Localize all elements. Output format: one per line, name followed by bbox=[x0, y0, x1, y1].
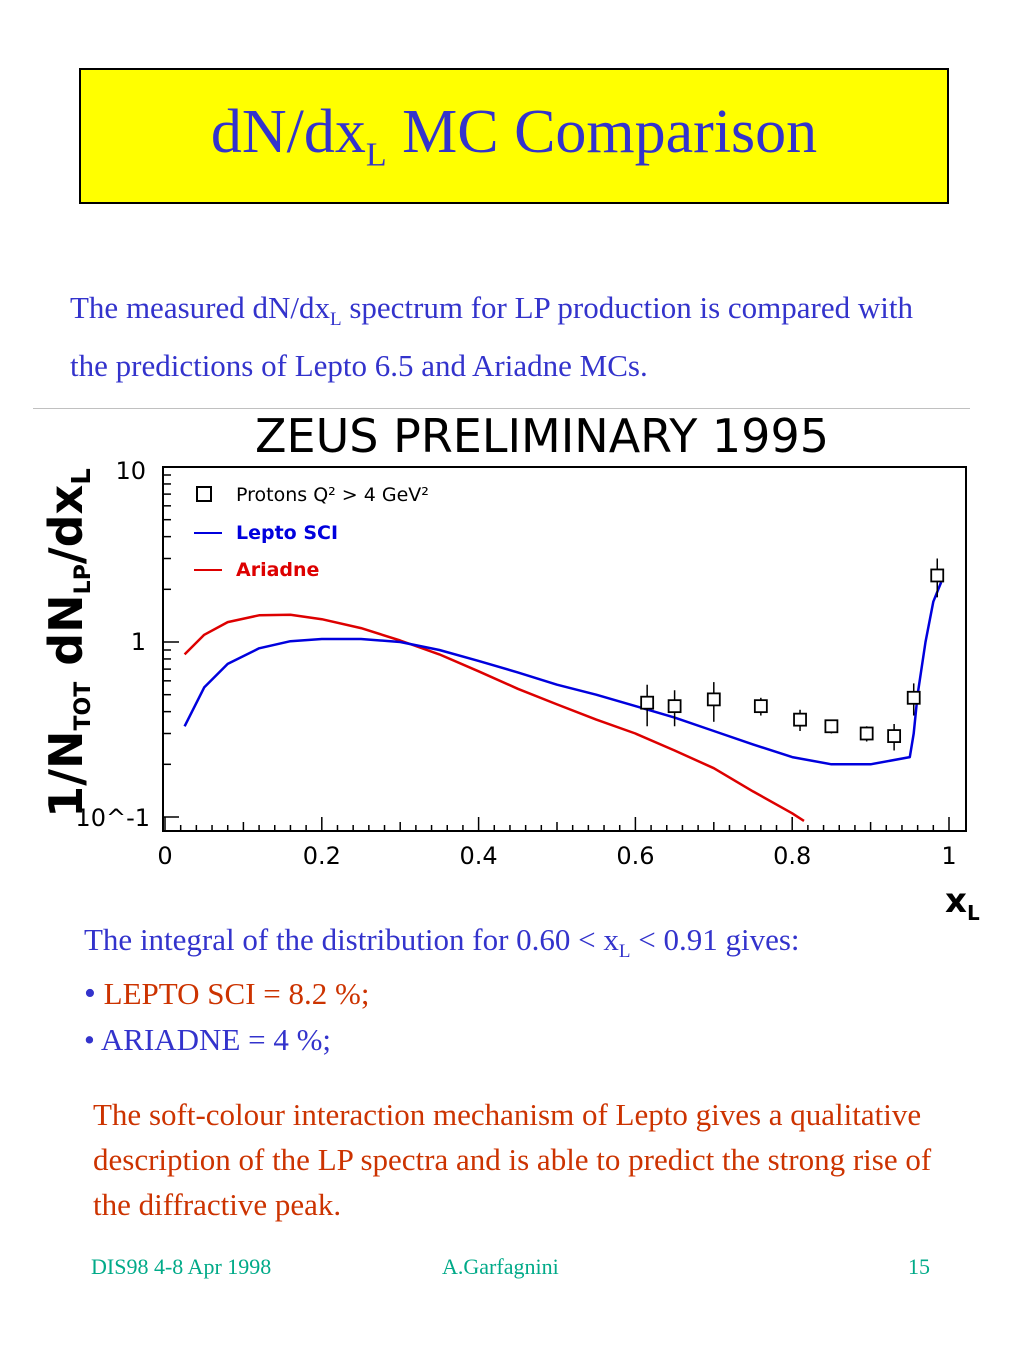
legend-label-ariadne: Ariadne bbox=[236, 559, 319, 581]
x-tick-label: 0.2 bbox=[303, 842, 341, 870]
lepto-sci-line bbox=[183, 581, 943, 766]
x-tick-label: 0.8 bbox=[773, 842, 811, 870]
y-axis-title: 1/NTOT dNLP/dxL bbox=[39, 468, 97, 818]
plot-frame bbox=[162, 466, 967, 832]
bullet-ariadne: • ARIADNE = 4 %; bbox=[84, 1022, 332, 1057]
bullet-lepto: • LEPTO SCI = 8.2 %; bbox=[84, 975, 369, 1013]
title-main: dN/dx bbox=[210, 98, 366, 167]
x-tick-labels: 0 0.2 0.4 0.6 0.8 1 bbox=[157, 842, 956, 870]
footer-author: A.Garfagnini bbox=[442, 1254, 559, 1279]
data-point bbox=[667, 699, 682, 714]
series-layer bbox=[183, 558, 945, 822]
intro-paragraph: The measured dN/dxL spectrum for LP prod… bbox=[70, 285, 950, 389]
divider-line bbox=[33, 408, 970, 409]
footer-page-number: 15 bbox=[908, 1254, 930, 1279]
x-tick-label: 0.6 bbox=[616, 842, 654, 870]
integral-part2: < 0.91 gives: bbox=[630, 922, 800, 957]
ariadne-line bbox=[183, 613, 805, 822]
data-point bbox=[859, 726, 874, 741]
y-ticks bbox=[163, 466, 179, 818]
data-point bbox=[793, 712, 807, 727]
legend-label-protons: Protons Q² > 4 GeV² bbox=[236, 484, 429, 506]
title-subscript: L bbox=[365, 136, 387, 174]
title-box: dN/dxL MC Comparison bbox=[79, 68, 949, 204]
conclusion-paragraph: The soft-colour interaction mechanism of… bbox=[93, 1097, 932, 1222]
y-tick-label-0.1: 10^-1 bbox=[75, 804, 150, 832]
data-point bbox=[753, 699, 768, 714]
title-rest: MC Comparison bbox=[386, 98, 818, 167]
zeus-chart: ZEUS PRELIMINARY 1995 1/NTOT dNLP/dxL 10… bbox=[39, 409, 980, 925]
intro-part1: The measured dN/dx bbox=[70, 290, 330, 325]
x-tick-label: 0.4 bbox=[460, 842, 498, 870]
integral-part1: The integral of the distribution for 0.6… bbox=[84, 922, 619, 957]
slide-title: dN/dxL MC Comparison bbox=[211, 97, 817, 174]
legend: Protons Q² > 4 GeV² Lepto SCI Ariadne bbox=[194, 484, 429, 581]
bullet-dot: • bbox=[84, 975, 96, 1012]
y-tick-label-1: 1 bbox=[131, 628, 146, 656]
data-point bbox=[930, 568, 945, 583]
data-point bbox=[706, 692, 721, 707]
legend-marker-protons bbox=[196, 486, 212, 502]
intro-subscript: L bbox=[329, 309, 342, 331]
y-tick-label-10: 10 bbox=[115, 457, 146, 485]
x-axis-label: xL bbox=[945, 881, 980, 925]
x-tick-label: 1 bbox=[941, 842, 956, 870]
integral-statement: The integral of the distribution for 0.6… bbox=[84, 922, 800, 963]
legend-label-lepto: Lepto SCI bbox=[236, 522, 338, 544]
data-point bbox=[640, 695, 655, 710]
data-point bbox=[824, 719, 839, 734]
intro-part2: spectrum for LP production is compared w… bbox=[70, 290, 913, 384]
data-point bbox=[906, 690, 921, 705]
x-ticks bbox=[164, 817, 950, 831]
data-point bbox=[887, 729, 902, 743]
bullet-lepto-text: LEPTO SCI = 8.2 %; bbox=[103, 976, 370, 1011]
x-tick-label: 0 bbox=[157, 842, 172, 870]
chart-title: ZEUS PRELIMINARY 1995 bbox=[255, 409, 829, 463]
footer-conference: DIS98 4-8 Apr 1998 bbox=[91, 1254, 272, 1279]
integral-subscript: L bbox=[618, 941, 631, 963]
y-axis-label: 1/NTOT dNLP/dxL bbox=[39, 468, 97, 818]
